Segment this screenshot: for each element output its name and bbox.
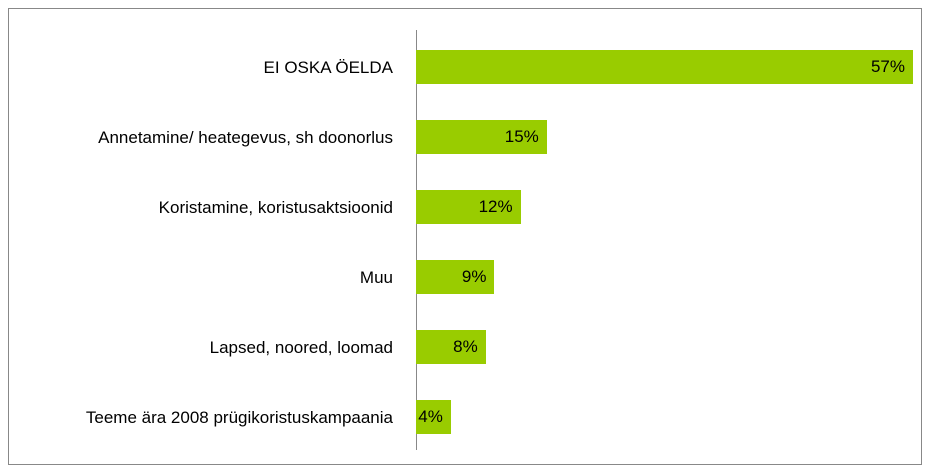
bar	[416, 400, 451, 434]
value-label: 9%	[461, 267, 487, 286]
category-label-box: Koristamine, koristusaktsioonid	[20, 177, 393, 237]
category-label: Koristamine, koristusaktsioonid	[158, 197, 393, 217]
value-label: 4%	[418, 407, 443, 426]
value-label: 57%	[870, 57, 905, 76]
category-label: Annetamine/ heategevus, sh doonorlus	[98, 127, 393, 147]
category-label-box: Lapsed, noored, loomad	[20, 317, 393, 377]
value-label: 8%	[453, 337, 478, 356]
bar	[416, 50, 913, 84]
category-label-box: Teeme ära 2008 prügikoristuskampaania	[20, 387, 393, 447]
category-label: Teeme ära 2008 prügikoristuskampaania	[85, 407, 393, 427]
category-label: Muu	[359, 267, 393, 287]
category-label: EI OSKA ÖELDA	[263, 57, 393, 77]
bar	[416, 330, 486, 364]
category-axis	[416, 30, 417, 450]
bar	[416, 260, 495, 294]
category-label-box: EI OSKA ÖELDA	[20, 37, 393, 97]
bar	[416, 120, 547, 154]
bar	[416, 190, 521, 224]
value-label: 12%	[478, 197, 513, 216]
chart-frame	[8, 8, 922, 465]
category-label: Lapsed, noored, loomad	[209, 337, 393, 357]
category-label-box: Annetamine/ heategevus, sh doonorlus	[20, 107, 393, 167]
category-label-box: Muu	[20, 247, 393, 307]
value-label: 15%	[504, 127, 539, 146]
